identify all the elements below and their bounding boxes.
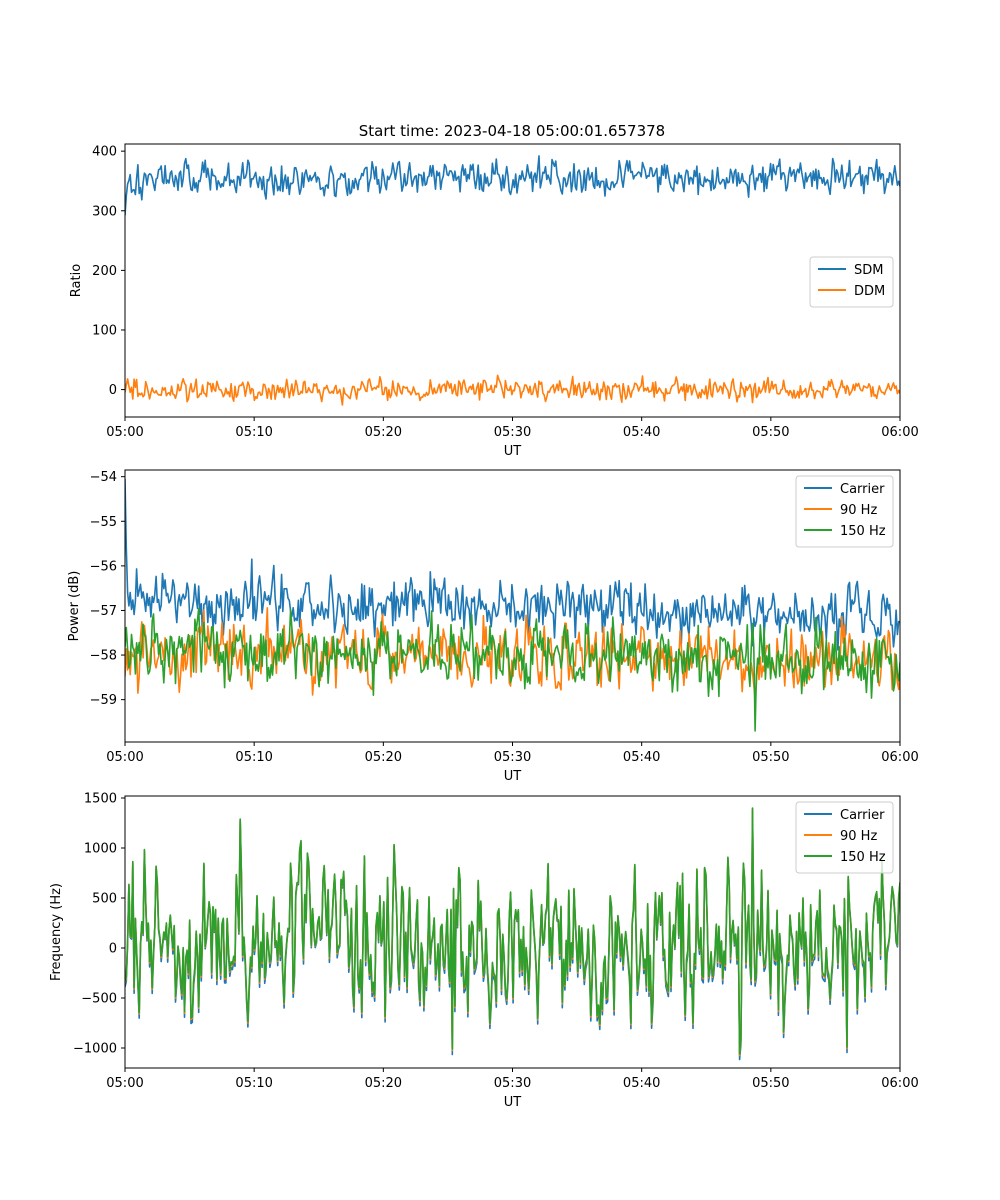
x-tick-label: 05:40 [623,750,660,765]
x-tick-label: 05:10 [235,750,272,765]
y-tick-label: 1000 [84,842,117,857]
y-tick-label: 0 [109,383,117,398]
series-line-carrier [125,478,900,651]
y-tick-label: −54 [90,470,117,485]
x-tick-label: 05:30 [494,425,531,440]
y-tick-label: −57 [90,604,117,619]
x-tick-label: 05:20 [365,425,402,440]
legend-label: Carrier [840,482,885,497]
legend-label: SDM [854,263,883,278]
x-tick-label: 05:10 [235,425,272,440]
panels: 05:00 05:10 05:20 05:30 05:40 05:50 06:00 0 100 2… [49,143,919,1111]
x-tick-label: 05:40 [623,425,660,440]
y-tick-label: −1000 [73,1042,117,1057]
x-tick-label: 05:40 [623,1076,660,1091]
y-tick-label: 500 [92,892,117,907]
x-axis-label: UT [504,1095,522,1110]
series-lines [125,478,900,732]
series-lines [125,807,900,1061]
y-tick-label: −59 [90,693,117,708]
x-tick-label: 06:00 [881,425,918,440]
y-tick-label: 300 [92,204,117,219]
x-tick-label: 05:20 [365,1076,402,1091]
x-axis-label: UT [504,444,522,459]
legend-label: 150 Hz [840,524,886,539]
series-line-150-hz [125,607,900,732]
legend-label: 90 Hz [840,829,877,844]
y-tick-label: 0 [109,942,117,957]
y-tick-label: 400 [92,145,117,160]
y-tick-label: 200 [92,264,117,279]
panel-2: 05:00 05:10 05:20 05:30 05:40 05:50 06:00 −54 −5… [67,469,919,784]
legend: SDM DDM [809,256,894,308]
legend: Carrier 90 Hz 150 Hz [795,475,894,548]
legend-label: DDM [854,284,885,299]
x-tick-label: 05:50 [752,750,789,765]
y-tick-label: −56 [90,559,117,574]
y-axis-label: Frequency (Hz) [49,883,64,981]
x-tick-label: 05:00 [106,750,143,765]
x-axis-label: UT [504,769,522,784]
series-lines [125,155,900,406]
legend-label: 90 Hz [840,503,877,518]
legend-label: Carrier [840,808,885,823]
x-tick-label: 05:50 [752,1076,789,1091]
x-tick-label: 05:30 [494,1076,531,1091]
y-axis-label: Power (dB) [67,571,82,642]
y-axis-label: Ratio [69,264,84,297]
x-tick-label: 06:00 [881,750,918,765]
y-tick-label: −500 [81,992,117,1007]
legend-label: 150 Hz [840,850,886,865]
x-tick-label: 05:00 [106,1076,143,1091]
x-tick-label: 05:20 [365,750,402,765]
figure-title: Start time: 2023-04-18 05:00:01.657378 [359,122,665,140]
series-line-ddm [125,374,900,406]
y-tick-label: −55 [90,515,117,530]
x-tick-label: 05:00 [106,425,143,440]
x-tick-label: 05:10 [235,1076,272,1091]
x-tick-label: 05:30 [494,750,531,765]
panel-3: 05:00 05:10 05:20 05:30 05:40 05:50 06:00 1500 1… [49,792,919,1111]
x-tick-label: 06:00 [881,1076,918,1091]
y-tick-label: 1500 [84,792,117,807]
legend: Carrier 90 Hz 150 Hz [795,801,894,874]
x-tick-label: 05:50 [752,425,789,440]
series-line-sdm [125,155,900,216]
panel-1: 05:00 05:10 05:20 05:30 05:40 05:50 06:00 0 100 2… [69,143,919,459]
y-tick-label: −58 [90,649,117,664]
series-line-150-hz [125,807,900,1055]
y-tick-label: 100 [92,323,117,338]
